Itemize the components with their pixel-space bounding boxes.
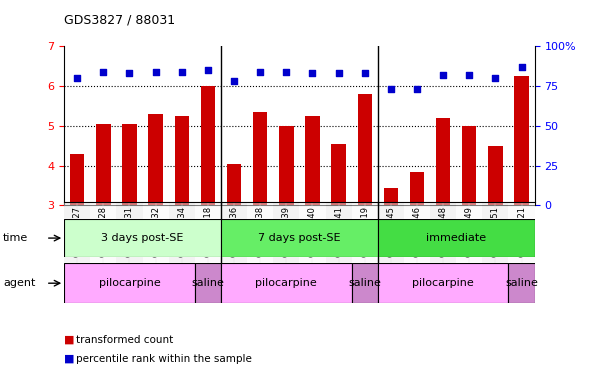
Point: [203, 67, 213, 73]
Bar: [117, 202, 142, 286]
Point: [412, 86, 422, 92]
Text: 7 days post-SE: 7 days post-SE: [258, 233, 341, 243]
Bar: [436, 118, 450, 205]
Bar: [378, 263, 508, 303]
Text: GSM367718: GSM367718: [203, 206, 213, 257]
Bar: [96, 124, 111, 205]
Bar: [122, 124, 137, 205]
Point: [282, 68, 291, 74]
Bar: [306, 116, 320, 205]
Bar: [410, 172, 424, 205]
Bar: [378, 202, 404, 286]
Bar: [482, 202, 508, 286]
Text: pilocarpine: pilocarpine: [98, 278, 160, 288]
Bar: [175, 116, 189, 205]
Bar: [169, 202, 195, 286]
Bar: [326, 202, 352, 286]
Point: [464, 72, 474, 78]
Bar: [221, 263, 352, 303]
Bar: [195, 263, 221, 303]
Bar: [352, 202, 378, 286]
Bar: [64, 219, 221, 257]
Bar: [430, 202, 456, 286]
Text: GSM367546: GSM367546: [412, 206, 422, 257]
Text: percentile rank within the sample: percentile rank within the sample: [76, 354, 252, 364]
Text: GSM367539: GSM367539: [282, 206, 291, 257]
Text: agent: agent: [3, 278, 35, 288]
Point: [72, 75, 82, 81]
Bar: [201, 86, 215, 205]
Text: saline: saline: [191, 278, 224, 288]
Bar: [456, 202, 482, 286]
Bar: [195, 202, 221, 286]
Text: GSM367541: GSM367541: [334, 206, 343, 257]
Bar: [404, 202, 430, 286]
Text: transformed count: transformed count: [76, 335, 174, 345]
Bar: [247, 202, 273, 286]
Point: [98, 68, 108, 74]
Bar: [462, 126, 477, 205]
Bar: [378, 219, 535, 257]
Point: [386, 86, 396, 92]
Bar: [227, 164, 241, 205]
Text: ■: ■: [64, 354, 75, 364]
Bar: [64, 202, 90, 286]
Bar: [64, 263, 195, 303]
Point: [334, 70, 343, 76]
Bar: [273, 202, 299, 286]
Bar: [148, 114, 163, 205]
Bar: [357, 94, 372, 205]
Text: time: time: [3, 233, 28, 243]
Point: [517, 64, 527, 70]
Point: [438, 72, 448, 78]
Bar: [142, 202, 169, 286]
Point: [255, 68, 265, 74]
Text: GSM367719: GSM367719: [360, 206, 369, 257]
Text: GSM367534: GSM367534: [177, 206, 186, 257]
Text: GSM367538: GSM367538: [255, 206, 265, 257]
Point: [491, 75, 500, 81]
Bar: [352, 263, 378, 303]
Point: [229, 78, 239, 84]
Text: GSM367549: GSM367549: [465, 206, 474, 257]
Point: [151, 68, 161, 74]
Bar: [221, 202, 247, 286]
Text: GSM367531: GSM367531: [125, 206, 134, 257]
Text: GSM367528: GSM367528: [99, 206, 108, 257]
Bar: [384, 187, 398, 205]
Bar: [299, 202, 326, 286]
Text: GSM367545: GSM367545: [386, 206, 395, 257]
Bar: [70, 154, 84, 205]
Text: 3 days post-SE: 3 days post-SE: [101, 233, 184, 243]
Text: GSM367527: GSM367527: [73, 206, 82, 257]
Text: immediate: immediate: [426, 233, 486, 243]
Text: GSM367540: GSM367540: [308, 206, 317, 257]
Text: GSM367548: GSM367548: [439, 206, 448, 257]
Bar: [488, 146, 503, 205]
Text: saline: saline: [348, 278, 381, 288]
Text: ■: ■: [64, 335, 75, 345]
Text: GSM367721: GSM367721: [517, 206, 526, 257]
Bar: [221, 219, 378, 257]
Point: [125, 70, 134, 76]
Bar: [90, 202, 117, 286]
Text: GSM367536: GSM367536: [230, 206, 238, 257]
Text: GDS3827 / 88031: GDS3827 / 88031: [64, 14, 175, 27]
Text: GSM367532: GSM367532: [151, 206, 160, 257]
Bar: [508, 202, 535, 286]
Bar: [331, 144, 346, 205]
Text: pilocarpine: pilocarpine: [255, 278, 317, 288]
Bar: [508, 263, 535, 303]
Text: GSM367551: GSM367551: [491, 206, 500, 257]
Point: [307, 70, 317, 76]
Point: [360, 70, 370, 76]
Point: [177, 68, 187, 74]
Bar: [514, 76, 529, 205]
Text: saline: saline: [505, 278, 538, 288]
Bar: [279, 126, 293, 205]
Text: pilocarpine: pilocarpine: [412, 278, 474, 288]
Bar: [253, 112, 268, 205]
